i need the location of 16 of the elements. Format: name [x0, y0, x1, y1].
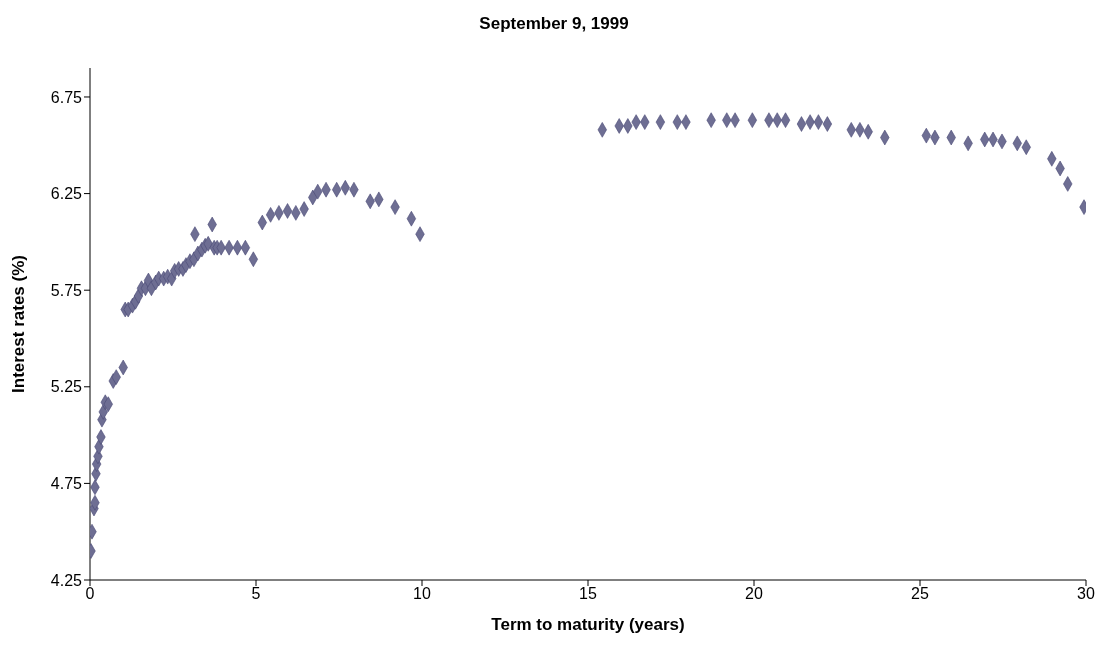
x-tick-label: 15 — [579, 585, 597, 603]
x-tick-label: 10 — [413, 585, 431, 603]
x-tick-label: 25 — [911, 585, 929, 603]
y-axis-title: Interest rates (%) — [9, 255, 29, 393]
y-tick-label: 4.25 — [50, 571, 83, 589]
y-tick-label: 4.75 — [50, 475, 83, 493]
x-axis-title: Term to maturity (years) — [491, 615, 685, 634]
y-tick-label: 5.75 — [50, 281, 83, 299]
y-tick-label: 6.75 — [50, 88, 83, 106]
x-tick-label: 20 — [745, 585, 763, 603]
chart-title: September 9, 1999 — [478, 14, 630, 34]
y-tick-label: 5.25 — [50, 378, 83, 396]
x-tick-label: 5 — [251, 585, 261, 603]
x-tick-label: 0 — [85, 585, 95, 603]
x-tick-label: 30 — [1077, 585, 1095, 603]
y-tick-label: 6.25 — [50, 185, 83, 203]
